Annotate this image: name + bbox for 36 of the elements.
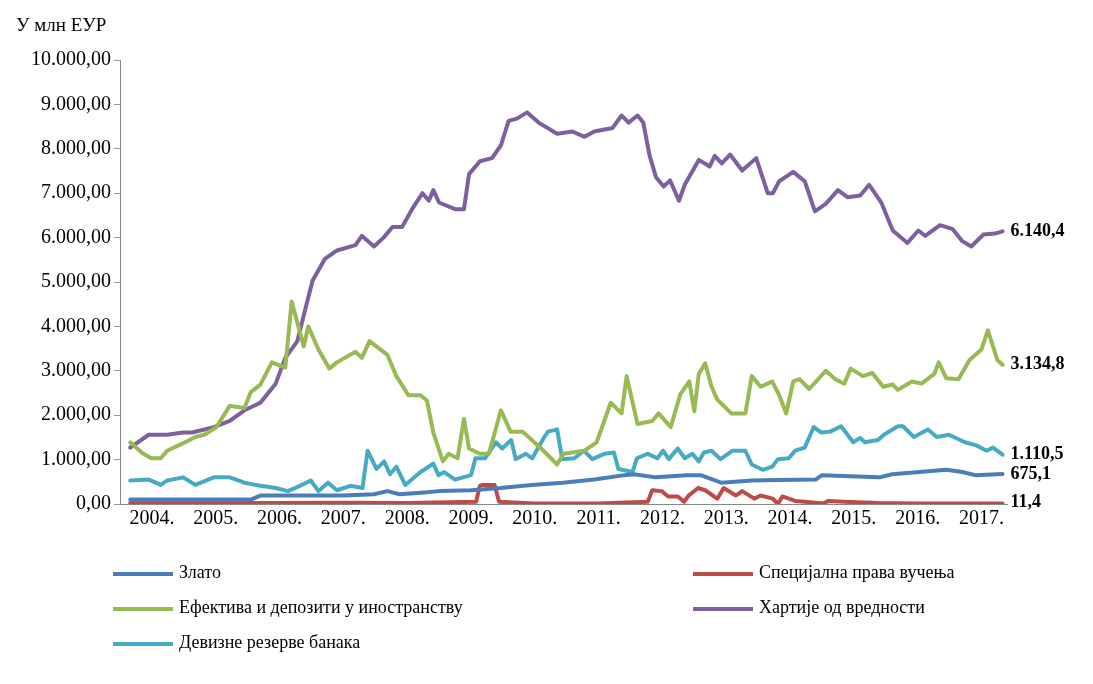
x-tick-label: 2016. bbox=[895, 506, 941, 529]
y-tick-label: 8.000,00 bbox=[41, 136, 111, 159]
x-tick-label: 2015. bbox=[831, 506, 877, 529]
y-tick-label: 2.000,00 bbox=[41, 402, 111, 425]
x-tick-label: 2004. bbox=[129, 506, 175, 529]
y-axis-title: У млн ЕУР bbox=[16, 14, 107, 36]
y-tick-label: 3.000,00 bbox=[41, 358, 111, 381]
y-tick-label: 9.000,00 bbox=[41, 91, 111, 114]
y-tick-label: 6.000,00 bbox=[41, 224, 111, 247]
x-tick-label: 2010. bbox=[512, 506, 558, 529]
data-label: 3.134,8 bbox=[1010, 353, 1065, 374]
legend-label: Ефектива и депозити у иностранству bbox=[179, 597, 463, 618]
data-label: 11,4 bbox=[1010, 490, 1042, 511]
legend-label: Специјална права вучења bbox=[759, 562, 955, 583]
y-tick-label: 5.000,00 bbox=[41, 269, 111, 292]
y-tick-label: 7.000,00 bbox=[41, 180, 111, 203]
x-tick-label: 2012. bbox=[639, 506, 685, 529]
x-tick-label: 2011. bbox=[576, 506, 621, 529]
x-tick-label: 2009. bbox=[448, 506, 494, 529]
y-tick-label: 0,00 bbox=[76, 491, 111, 514]
x-tick-label: 2006. bbox=[257, 506, 303, 529]
x-tick-label: 2017. bbox=[958, 506, 1004, 529]
data-label: 6.140,4 bbox=[1010, 220, 1065, 241]
y-tick-label: 4.000,00 bbox=[41, 313, 111, 336]
y-tick-label: 10.000,00 bbox=[31, 47, 111, 70]
x-tick-label: 2005. bbox=[193, 506, 239, 529]
x-tick-label: 2013. bbox=[703, 506, 749, 529]
x-tick-label: 2014. bbox=[767, 506, 813, 529]
y-tick-label: 1.000,00 bbox=[41, 446, 111, 469]
data-label: 675,1 bbox=[1010, 462, 1052, 483]
data-label: 1.110,5 bbox=[1010, 442, 1064, 463]
x-tick-label: 2007. bbox=[320, 506, 366, 529]
legend-label: Девизне резерве банака bbox=[179, 632, 361, 653]
x-tick-label: 2008. bbox=[384, 506, 430, 529]
legend-label: Хартије од вредности bbox=[759, 597, 925, 618]
legend-label: Злато bbox=[179, 562, 221, 583]
